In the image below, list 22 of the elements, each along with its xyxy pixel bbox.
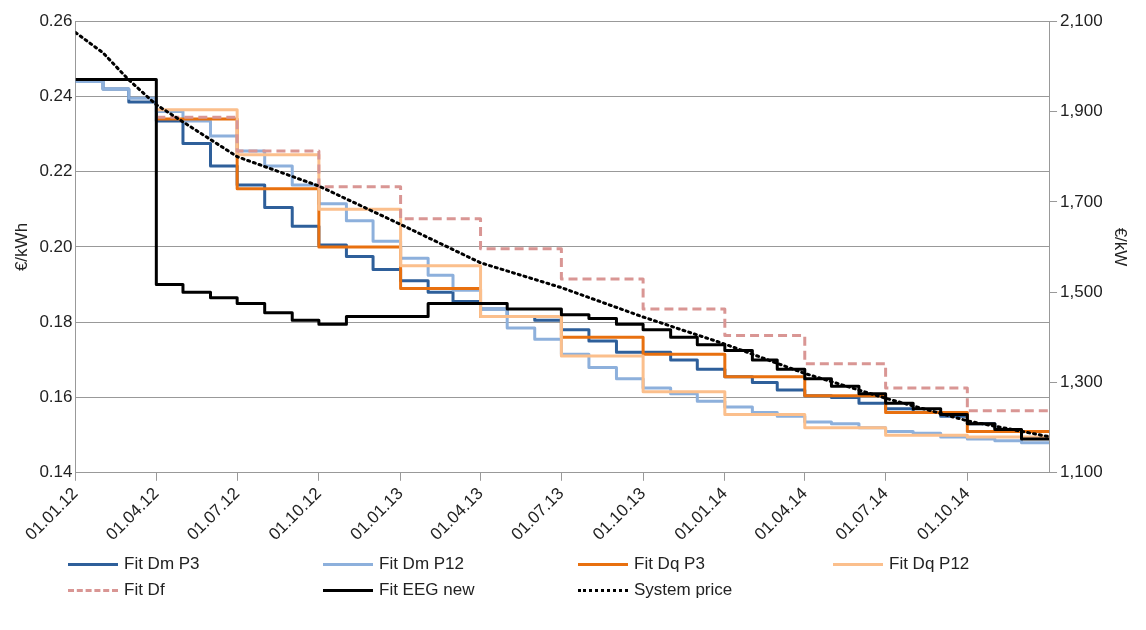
- legend-label: System price: [634, 580, 733, 600]
- y2-tick-label: 1,100: [1060, 462, 1103, 482]
- y-tick-label: 0.22: [39, 161, 73, 181]
- y2-tick-label: 1,300: [1060, 372, 1103, 392]
- y-tick-label: 0.24: [39, 86, 73, 106]
- legend-label: Fit Dm P3: [124, 554, 200, 574]
- legend-label: Fit Dq P3: [634, 554, 705, 574]
- y-axis-title: €/kWh: [11, 222, 31, 272]
- y2-tick-label: 1,500: [1060, 281, 1103, 301]
- y2-axis-title: €/kW: [1111, 227, 1131, 267]
- legend-label: Fit Df: [124, 580, 165, 600]
- y-tick-label: 0.14: [39, 462, 73, 482]
- y-tick-label: 0.16: [39, 387, 73, 407]
- y2-tick-label: 1,700: [1060, 191, 1103, 211]
- y-tick-label: 0.18: [39, 311, 73, 331]
- legend-label: Fit EEG new: [379, 580, 475, 600]
- legend-label: Fit Dq P12: [889, 554, 970, 574]
- legend-label: Fit Dm P12: [379, 554, 465, 574]
- y2-tick-label: 1,900: [1060, 101, 1103, 121]
- y-tick-label: 0.26: [39, 10, 73, 30]
- y-tick-label: 0.20: [39, 236, 73, 256]
- y2-tick-label: 2,100: [1060, 10, 1103, 30]
